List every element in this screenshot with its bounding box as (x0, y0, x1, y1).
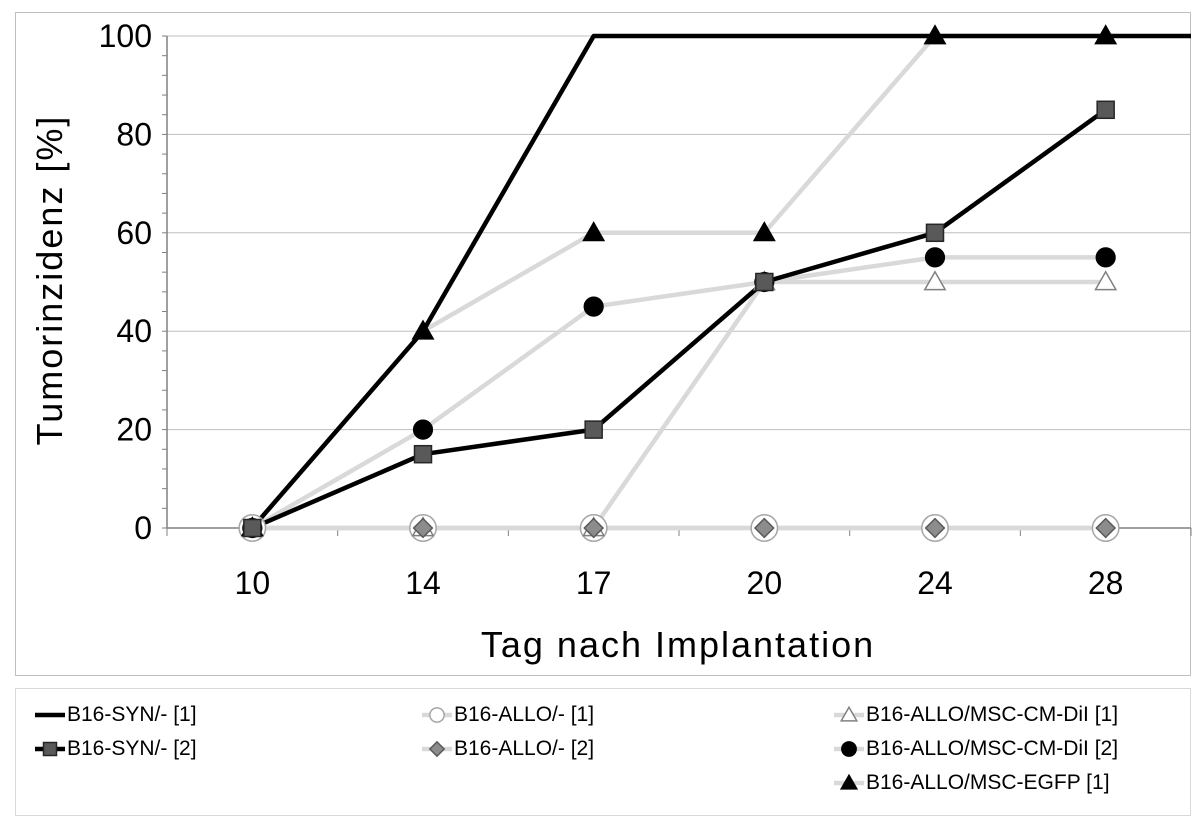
data-point (582, 221, 606, 242)
series-lines (250, 33, 1191, 531)
data-point (584, 420, 603, 439)
legend-swatch (834, 773, 864, 790)
legend-marker (839, 705, 859, 722)
legend-marker (839, 773, 859, 790)
legend-label: B16-ALLO/- [2] (454, 737, 595, 760)
legend-label: B16-SYN/- [2] (67, 737, 197, 760)
y-tick-label: 20 (116, 412, 152, 448)
legend-swatch (834, 705, 864, 722)
legend-marker (428, 740, 446, 758)
data-point (753, 517, 775, 539)
data-markers (238, 24, 1120, 542)
y-tick-label: 100 (99, 18, 152, 54)
data-point (1094, 270, 1118, 291)
x-tick-label: 28 (1088, 565, 1124, 601)
legend-marker (841, 741, 857, 757)
data-point (925, 223, 945, 243)
legend-item: B16-ALLO/MSC-CM-DiI [1] (832, 700, 1118, 730)
data-point (412, 419, 434, 440)
data-point (583, 296, 604, 317)
data-point (752, 221, 776, 242)
chart-area (15, 12, 1191, 676)
data-point (924, 517, 946, 539)
data-point (411, 319, 435, 340)
y-tick-label: 0 (134, 510, 152, 546)
data-point (243, 518, 262, 538)
data-point (412, 517, 434, 539)
axes (162, 35, 1192, 536)
data-point (1094, 24, 1118, 45)
legend-swatch (422, 707, 452, 723)
data-point (1096, 100, 1115, 120)
y-tick-label: 60 (116, 215, 152, 251)
x-tick-label: 20 (747, 565, 783, 601)
data-point (924, 247, 946, 268)
data-point (755, 272, 774, 292)
legend-label: B16-SYN/- [1] (67, 703, 197, 726)
legend (15, 688, 1191, 816)
legend-item: B16-ALLO/MSC-CM-DiI [2] (832, 734, 1118, 764)
x-tick-label: 14 (405, 565, 441, 601)
legend-swatch (834, 741, 864, 757)
x-tick-label: 10 (235, 565, 271, 601)
data-point (923, 270, 947, 291)
legend-label: B16-ALLO/MSC-CM-DiI [2] (866, 737, 1119, 760)
legend-label: B16-ALLO/- [1] (454, 703, 595, 726)
legend-item: B16-SYN/- [2] (33, 734, 197, 764)
series-line (250, 33, 1191, 530)
series-line (251, 107, 1107, 531)
data-point (923, 24, 947, 45)
legend-item: B16-ALLO/- [2] (420, 734, 594, 764)
legend-item: B16-SYN/- [1] (33, 700, 197, 730)
series-line (251, 255, 1106, 530)
legend-label: B16-ALLO/MSC-EGFP [1] (866, 771, 1110, 794)
legend-marker (42, 741, 58, 757)
legend-marker (429, 707, 445, 723)
series-line (252, 279, 1106, 531)
legend-label: B16-ALLO/MSC-CM-DiI [1] (866, 703, 1119, 726)
legend-swatch (35, 712, 65, 718)
legend-swatch (35, 741, 65, 757)
tick-labels: 0 20 40 60 80 100 10 14 17 20 24 28 (99, 18, 1124, 601)
legend-item: B16-ALLO/MSC-EGFP [1] (832, 768, 1110, 798)
x-axis-title: Tag nach Implantation (481, 624, 875, 665)
data-point (583, 517, 605, 539)
y-tick-label: 80 (116, 116, 152, 152)
x-tick-label: 17 (576, 565, 612, 601)
y-axis-title: Tumorinzidenz [%] (29, 115, 70, 446)
x-tick-label: 24 (917, 565, 953, 601)
data-point (1095, 247, 1116, 268)
data-point (413, 444, 433, 464)
legend-item: B16-ALLO/- [1] (420, 700, 594, 730)
legend-swatch (422, 740, 452, 758)
data-point (1095, 517, 1117, 539)
y-tick-label: 40 (116, 313, 152, 349)
